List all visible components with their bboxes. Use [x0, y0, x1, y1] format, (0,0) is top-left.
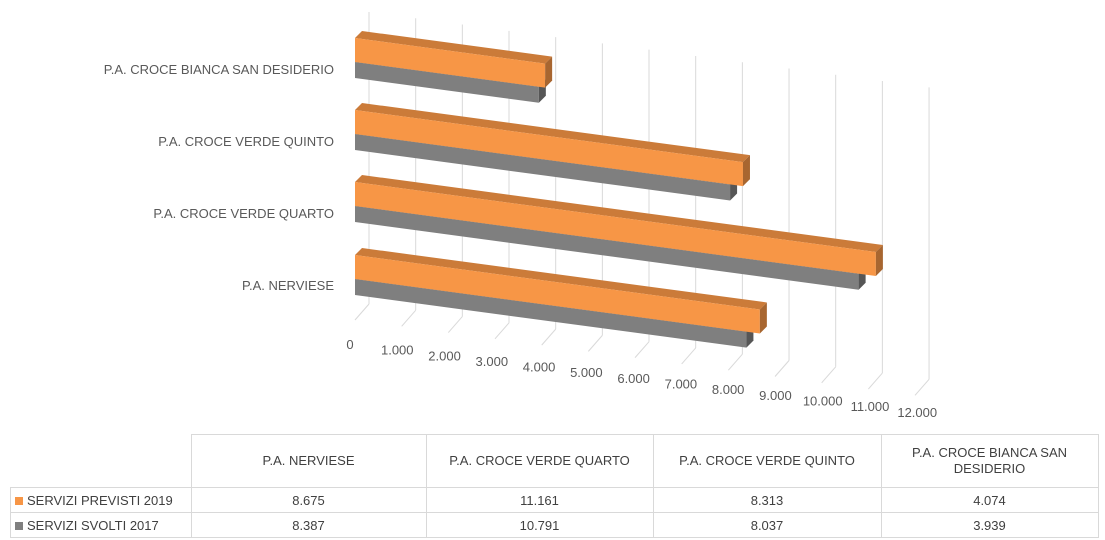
table-header-cell: P.A. CROCE VERDE QUARTO — [426, 435, 653, 488]
legend-swatch-orange — [15, 497, 23, 505]
tick-label: 2.000 — [428, 348, 461, 363]
gridline-floor — [542, 329, 556, 345]
tick-label: 7.000 — [665, 377, 698, 392]
legend-swatch-gray — [15, 522, 23, 530]
table-cell: 3.939 — [881, 513, 1098, 538]
table-header-cell: P.A. CROCE BIANCA SAN DESIDERIO — [881, 435, 1098, 488]
tick-label: 10.000 — [803, 393, 843, 408]
category-label: P.A. CROCE VERDE QUARTO — [153, 206, 334, 221]
data-table: P.A. NERVIESE P.A. CROCE VERDE QUARTO P.… — [10, 434, 1099, 538]
tick-label: 4.000 — [523, 360, 556, 375]
table-cell: 8.675 — [191, 488, 426, 513]
table-row: SERVIZI PREVISTI 2019 8.675 11.161 8.313… — [11, 488, 1099, 513]
tick-label: 8.000 — [712, 382, 745, 397]
table-cell: 8.387 — [191, 513, 426, 538]
gridline-floor — [448, 317, 462, 333]
gridline-floor — [868, 373, 882, 389]
table-row: SERVIZI SVOLTI 2017 8.387 10.791 8.037 3… — [11, 513, 1099, 538]
table-cell: 10.791 — [426, 513, 653, 538]
tick-label: 5.000 — [570, 365, 603, 380]
gridline-floor — [915, 379, 929, 395]
legend-entry-svolti: SERVIZI SVOLTI 2017 — [11, 513, 192, 538]
tick-label: 9.000 — [759, 388, 792, 403]
gridline-floor — [822, 367, 836, 383]
gridline-floor — [728, 354, 742, 370]
tick-label: 6.000 — [617, 371, 650, 386]
gridline-floor — [682, 348, 696, 364]
table-cell: 11.161 — [426, 488, 653, 513]
category-label: P.A. NERVIESE — [242, 278, 334, 293]
tick-label: 12.000 — [897, 405, 937, 420]
bar-chart-3d: 0 1.000 2.000 3.000 4.000 5.000 6.000 7.000 8.00… — [0, 0, 1105, 432]
category-label: P.A. CROCE BIANCA SAN DESIDERIO — [104, 62, 334, 77]
category-label: P.A. CROCE VERDE QUINTO — [158, 134, 334, 149]
bars — [355, 31, 883, 348]
gridline-floor — [635, 342, 649, 358]
gridline-floor — [402, 310, 416, 326]
gridline-floor — [355, 304, 369, 320]
table-header-row: P.A. NERVIESE P.A. CROCE VERDE QUARTO P.… — [11, 435, 1099, 488]
table-cell: 4.074 — [881, 488, 1098, 513]
table-header-cell: P.A. CROCE VERDE QUINTO — [653, 435, 881, 488]
table-cell: 8.037 — [653, 513, 881, 538]
legend-entry-previsti: SERVIZI PREVISTI 2019 — [11, 488, 192, 513]
table-cell: 8.313 — [653, 488, 881, 513]
tick-label: 3.000 — [476, 354, 509, 369]
tick-label: 11.000 — [851, 399, 890, 414]
category-labels: P.A. NERVIESE P.A. CROCE VERDE QUARTO P.A.… — [104, 62, 335, 293]
gridline-floor — [775, 360, 789, 376]
tick-label: 0 — [346, 337, 353, 352]
gridline-floor — [495, 323, 509, 339]
table-corner — [11, 435, 192, 488]
tick-label: 1.000 — [381, 343, 414, 358]
table-header-cell: P.A. NERVIESE — [191, 435, 426, 488]
gridline-floor — [588, 335, 602, 351]
